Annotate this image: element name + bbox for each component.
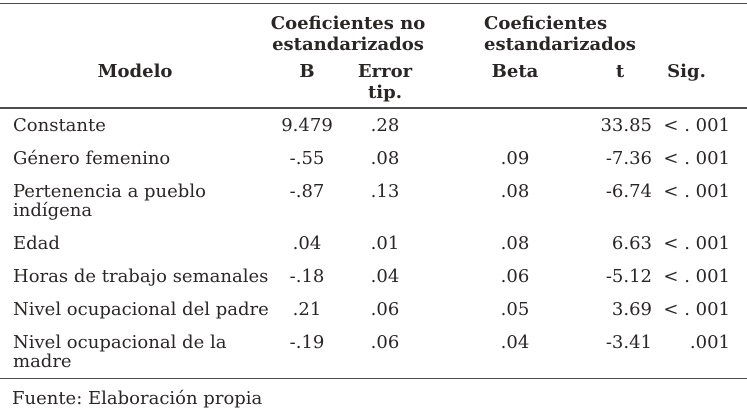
table-row-nivel-ocupacional-padre: Nivel ocupacional del padre .21 .06 .05 …	[0, 293, 747, 326]
table-row-constante: Constante 9.479 .28 33.85 < . 001	[0, 108, 747, 142]
table-row-pertenencia-pueblo-indigena: Pertenencia a pueblo indígena -.87 .13 .…	[0, 175, 747, 227]
group-header-row: Coeficientes no estandarizados Coeficien…	[0, 4, 747, 56]
cell-t: 6.63	[611, 233, 652, 254]
cell-beta: .09	[500, 148, 530, 169]
cell-error: .28	[370, 115, 400, 136]
cell-label: Constante	[13, 115, 106, 136]
col-header-error-tip: Error tip.	[344, 55, 426, 109]
table-row-genero-femenino: Género femenino -.55 .08 .09 -7.36 < . 0…	[0, 142, 747, 175]
cell-t: 33.85	[600, 115, 652, 136]
cell-sig: < . 001	[663, 115, 730, 136]
cell-beta: .08	[500, 233, 530, 254]
cell-beta: .05	[500, 299, 530, 320]
cell-b: -.55	[289, 148, 325, 169]
group-header-empty-model	[0, 4, 270, 56]
cell-error: .13	[370, 181, 400, 202]
cell-t: -6.74	[605, 181, 652, 202]
cell-sig: < . 001	[663, 299, 730, 320]
cell-label: Nivel ocupacional del padre	[13, 299, 269, 320]
cell-beta: .08	[500, 181, 530, 202]
cell-label: Nivel ocupacional de la madre	[0, 326, 270, 379]
cell-beta: .04	[426, 326, 546, 379]
cell-error: .01	[370, 233, 400, 254]
cell-b: -.87	[289, 181, 325, 202]
cell-b: .21	[292, 299, 322, 320]
cell-t: -5.12	[605, 266, 652, 287]
cell-label: Edad	[13, 233, 60, 254]
col-header-modelo: Modelo	[0, 55, 270, 109]
cell-error: .04	[370, 266, 400, 287]
cell-t: -3.41	[546, 326, 652, 379]
cell-b: .04	[292, 233, 322, 254]
cell-error: .06	[370, 299, 400, 320]
group-header-empty-sig	[652, 4, 747, 56]
group-header-unstandardized: Coeficientes no estandarizados	[270, 13, 426, 55]
cell-b: -.18	[289, 266, 325, 287]
cell-sig: < . 001	[663, 181, 730, 202]
cell-error: .08	[370, 148, 400, 169]
col-header-t: t	[546, 55, 652, 109]
table-row-edad: Edad .04 .01 .08 6.63 < . 001	[0, 227, 747, 260]
column-header-row: Modelo B Error tip. Beta t Sig.	[0, 55, 747, 109]
col-header-beta: Beta	[426, 55, 546, 109]
cell-sig: .001	[652, 326, 747, 379]
regression-coefficients-table: Coeficientes no estandarizados Coeficien…	[0, 3, 747, 379]
cell-t: -7.36	[605, 148, 652, 169]
cell-sig: < . 001	[663, 266, 730, 287]
col-header-b: B	[270, 55, 344, 109]
cell-label: Pertenencia a pueblo indígena	[13, 181, 206, 221]
cell-error: .06	[344, 326, 426, 379]
cell-b: 9.479	[281, 115, 333, 136]
cell-label: Género femenino	[13, 148, 171, 169]
col-header-sig: Sig.	[652, 55, 747, 109]
cell-sig: < . 001	[663, 148, 730, 169]
cell-sig: < . 001	[663, 233, 730, 254]
cell-b: -.19	[270, 326, 344, 379]
group-header-standardized: Coeficientes estandarizados	[484, 13, 636, 55]
cell-beta: .06	[500, 266, 530, 287]
source-note: Fuente: Elaboración propia	[12, 388, 263, 409]
cell-label: Horas de trabajo semanales	[13, 266, 269, 287]
cell-t: 3.69	[611, 299, 652, 320]
table-row-nivel-ocupacional-madre: Nivel ocupacional de la madre -.19 .06 .…	[0, 326, 747, 379]
cell-beta	[426, 108, 546, 142]
table-row-horas-trabajo: Horas de trabajo semanales -.18 .04 .06 …	[0, 260, 747, 293]
